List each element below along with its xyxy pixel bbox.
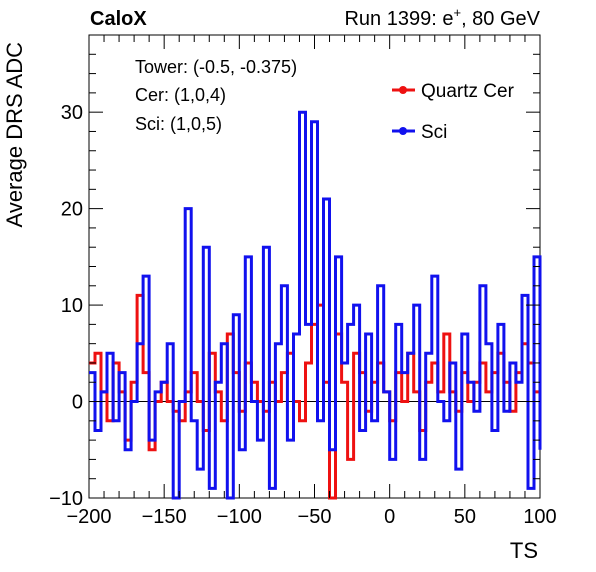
tower-label: Tower: (-0.5, -0.375) bbox=[135, 57, 297, 77]
run-label-prefix: Run 1399: e bbox=[344, 8, 453, 30]
series-line-sci bbox=[89, 110, 542, 500]
x-axis-title: TS bbox=[510, 538, 538, 563]
y-tick-label: 30 bbox=[61, 102, 83, 124]
cer-label: Cer: (1,0,4) bbox=[135, 85, 226, 105]
series-line-quartz-cer bbox=[89, 293, 542, 500]
run-label-suffix: , 80 GeV bbox=[461, 8, 541, 30]
run-label-charge: + bbox=[453, 5, 461, 20]
x-tick-label: 0 bbox=[384, 506, 395, 528]
x-tick-label: 50 bbox=[454, 506, 476, 528]
x-tick-label: −100 bbox=[217, 506, 262, 528]
y-tick-label: 20 bbox=[61, 199, 83, 221]
legend-marker-quartz-cer bbox=[399, 86, 407, 94]
legend: Quartz Cer Sci bbox=[392, 81, 515, 143]
series-group bbox=[89, 110, 542, 500]
legend-label-quartz-cer: Quartz Cer bbox=[421, 81, 515, 102]
experiment-label: CaloX bbox=[90, 8, 147, 30]
y-tick-label: 10 bbox=[61, 295, 83, 317]
run-label: Run 1399: e+, 80 GeV bbox=[344, 5, 540, 30]
x-tick-label: −150 bbox=[142, 506, 187, 528]
x-tick-label: −50 bbox=[298, 506, 332, 528]
y-axis-title: Average DRS ADC bbox=[2, 42, 27, 228]
x-tick-label: −200 bbox=[66, 506, 111, 528]
y-tick-label: −10 bbox=[49, 488, 83, 510]
sci-label: Sci: (1,0,5) bbox=[135, 114, 222, 134]
legend-label-sci: Sci bbox=[421, 122, 447, 143]
x-tick-label: 100 bbox=[523, 506, 556, 528]
y-tick-label: 0 bbox=[72, 392, 83, 414]
legend-marker-sci bbox=[399, 127, 407, 135]
